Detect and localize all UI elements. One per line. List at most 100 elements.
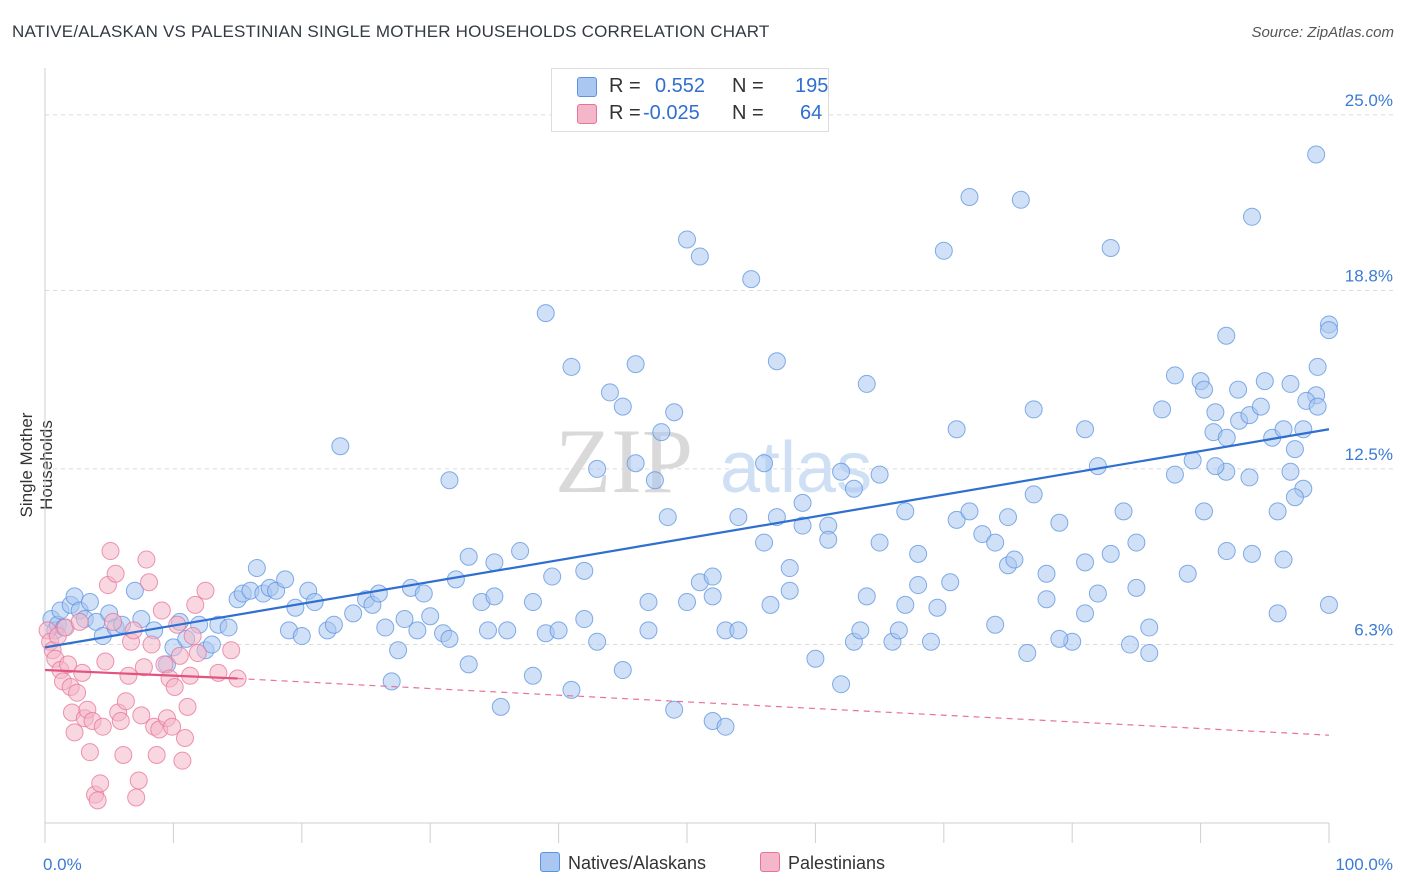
native-point: [1217, 428, 1236, 447]
r-label: R =: [609, 75, 641, 97]
native-point: [652, 423, 671, 442]
native-point: [1320, 595, 1338, 614]
palestinian-point: [137, 550, 156, 569]
native-point: [1178, 564, 1197, 583]
native-point: [543, 567, 562, 586]
native-point: [665, 700, 684, 719]
native-point: [870, 533, 889, 552]
native-point: [999, 508, 1017, 527]
native-point: [485, 587, 504, 606]
native-point: [382, 672, 401, 691]
native-point: [421, 607, 440, 626]
x-tick-label: 0.0%: [43, 855, 82, 874]
native-point: [806, 649, 825, 668]
native-point: [1255, 372, 1274, 391]
native-point: [478, 621, 497, 640]
native-point: [870, 465, 889, 484]
native-point: [755, 533, 774, 552]
native-point: [1240, 468, 1259, 487]
palestinian-point: [80, 743, 99, 762]
native-point: [613, 397, 632, 416]
palestinian-point: [116, 692, 135, 711]
palestinians-legend-label: Palestinians: [788, 853, 886, 873]
chart-source: Source: ZipAtlas.com: [1251, 24, 1394, 41]
native-point: [1242, 544, 1261, 563]
palestinian-point: [129, 771, 148, 790]
native-point: [921, 632, 940, 651]
watermark-zip: ZIP: [555, 410, 693, 512]
native-point: [1088, 457, 1107, 476]
native-point: [960, 502, 979, 521]
natives-legend-swatch: [540, 852, 560, 872]
native-point: [459, 547, 478, 566]
palestinian-point: [68, 683, 87, 702]
palestinian-point: [140, 573, 159, 592]
palestinian-point: [114, 746, 133, 765]
native-point: [414, 584, 433, 603]
native-point: [729, 508, 748, 527]
native-point: [755, 454, 774, 473]
native-point: [1076, 553, 1095, 572]
native-point: [523, 666, 542, 685]
native-point: [665, 403, 684, 422]
native-point: [857, 374, 876, 393]
x-tick-label: 100.0%: [1335, 855, 1393, 874]
palestinian-point: [183, 627, 202, 646]
native-point: [1101, 238, 1120, 257]
native-point: [1153, 400, 1172, 419]
native-point: [1320, 321, 1338, 340]
native-point: [639, 621, 658, 640]
native-point: [928, 598, 947, 617]
native-point: [1281, 462, 1300, 481]
native-point: [219, 618, 238, 637]
watermark: ZIP atlas: [555, 410, 872, 512]
native-point: [761, 595, 780, 614]
native-point: [440, 629, 459, 648]
native-point: [844, 479, 863, 498]
native-point: [793, 493, 812, 512]
native-point: [600, 383, 619, 402]
correlation-legend: R = 0.552 N = 195 R = -0.025 N = 64: [551, 68, 829, 132]
native-point: [1195, 502, 1214, 521]
native-point: [1088, 584, 1107, 603]
native-point: [1165, 366, 1184, 385]
native-point: [645, 471, 664, 490]
palestinian-point: [111, 712, 130, 731]
native-point: [202, 635, 221, 654]
palestinian-point: [88, 791, 107, 810]
native-point: [1229, 380, 1248, 399]
native-point: [588, 632, 607, 651]
legend-natives: Natives/Alaskans: [540, 852, 706, 874]
native-point: [389, 641, 408, 660]
palestinian-point: [127, 788, 146, 807]
native-point: [324, 615, 343, 634]
native-point: [947, 510, 966, 529]
native-point: [276, 570, 295, 589]
native-point: [626, 355, 645, 374]
native-point: [780, 559, 799, 578]
native-point: [562, 680, 581, 699]
palestinian-point: [163, 717, 182, 736]
native-point: [716, 717, 735, 736]
native-point: [1037, 590, 1056, 609]
native-point: [1050, 629, 1069, 648]
native-point: [819, 530, 838, 549]
native-point: [491, 697, 510, 716]
native-point: [395, 610, 414, 629]
native-point: [1251, 397, 1270, 416]
palestinian-point: [96, 652, 115, 671]
palestinian-point: [170, 646, 189, 665]
native-point: [729, 621, 748, 640]
native-point: [909, 576, 928, 595]
native-point: [742, 270, 761, 289]
native-point: [1268, 604, 1287, 623]
native-point: [440, 471, 459, 490]
palestinian-point: [196, 581, 215, 600]
native-point: [369, 584, 388, 603]
native-point: [896, 595, 915, 614]
palestinian-point: [147, 746, 166, 765]
r-label: R =: [609, 102, 641, 124]
palestinian-point: [65, 723, 84, 742]
native-point: [1011, 190, 1030, 209]
palestinian-point: [132, 706, 151, 725]
